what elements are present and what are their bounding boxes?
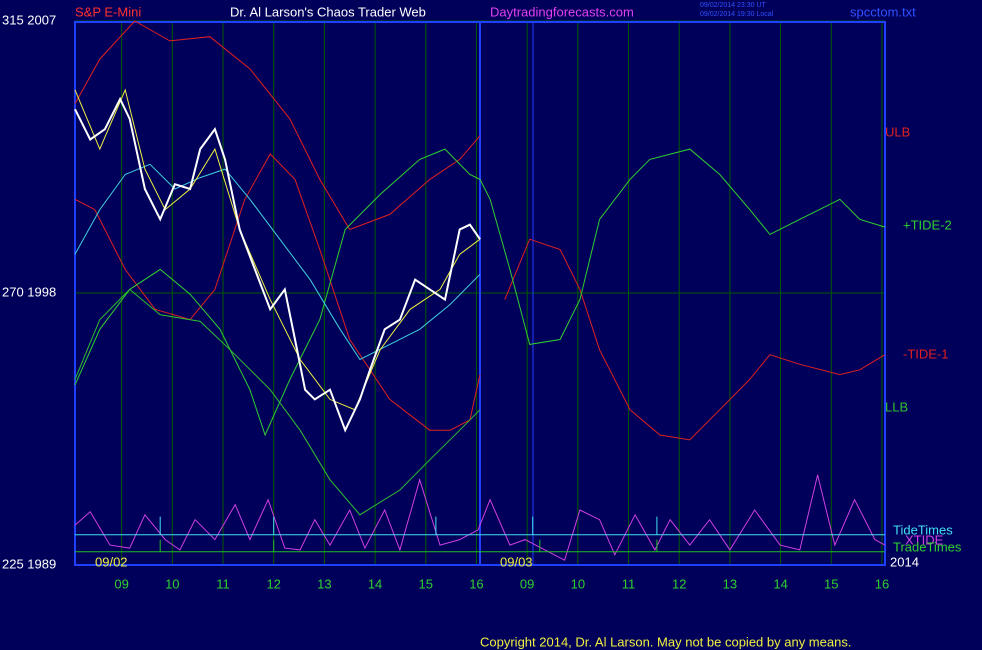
x-tick-label: 09 [520, 576, 534, 591]
timestamp: 09/02/2014 23:30 UT [700, 2, 766, 9]
copyright: Copyright 2014, Dr. Al Larson. May not b… [480, 634, 851, 649]
legend-entry: XTIDE [905, 532, 944, 547]
site-name: Daytradingforecasts.com [490, 4, 634, 19]
x-tick-label: 16 [875, 576, 889, 591]
x-tick-label: 16 [469, 576, 483, 591]
chart-subtitle: Dr. Al Larson's Chaos Trader Web [230, 4, 426, 19]
series-line [75, 539, 885, 553]
file-name: spcctom.txt [850, 4, 916, 19]
chart-title: S&P E-Mini [75, 4, 141, 19]
legend-entry: ULB [885, 124, 910, 139]
legend-entry: LLB [885, 399, 908, 414]
series-line [74, 288, 481, 516]
y-tick-label: 315 2007 [2, 12, 56, 27]
series-line [74, 153, 481, 431]
x-tick-label: 13 [317, 576, 331, 591]
legend-entry: TradeTimes [893, 539, 962, 554]
x-tick-label: 10 [165, 576, 179, 591]
legend-entry: +TIDE-2 [903, 217, 952, 232]
x-tick-label: 13 [723, 576, 737, 591]
series-line [74, 20, 481, 231]
x-tick-label: 10 [571, 576, 585, 591]
date-label: 09/02 [95, 554, 128, 569]
legend-entry: TideTimes [893, 522, 953, 537]
series-lines [74, 20, 886, 561]
series-line [504, 238, 886, 441]
x-tick-label: 15 [419, 576, 433, 591]
x-tick-label: 15 [824, 576, 838, 591]
date-label: 2014 [890, 554, 919, 569]
x-tick-label: 14 [773, 576, 787, 591]
x-tick-label: 12 [672, 576, 686, 591]
x-tick-label: 11 [216, 576, 230, 591]
series-line [74, 163, 481, 361]
legend-entry: -TIDE-1 [903, 346, 949, 361]
x-tick-label: 11 [622, 576, 636, 591]
x-tick-label: 09 [114, 576, 128, 591]
y-tick-label: 270 1998 [2, 284, 56, 299]
x-tick-label: 14 [368, 576, 382, 591]
series-line [75, 516, 885, 536]
series-line [74, 88, 481, 411]
y-tick-label: 225 1989 [2, 556, 56, 571]
timestamp: 09/02/2014 19:30 Local [700, 11, 774, 18]
date-label: 09/03 [500, 554, 533, 569]
x-tick-label: 12 [266, 576, 280, 591]
series-line [74, 148, 886, 437]
series-line [74, 96, 481, 433]
